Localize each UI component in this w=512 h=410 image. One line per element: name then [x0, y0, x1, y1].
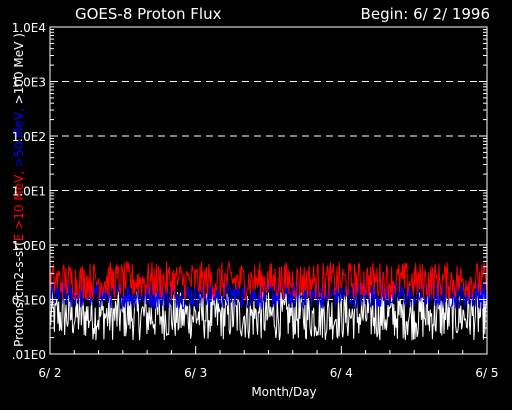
y-axis-label: Protons/cm2-s-sr(E >10 MeV, >50 MeV, >10…: [12, 33, 26, 347]
x-tick-label: 6/ 2: [38, 366, 61, 380]
series-line-0: [49, 260, 488, 301]
y-axis-label-part: Protons/cm2-s-sr(: [12, 241, 26, 347]
y-tick-label: 1.0E4: [12, 21, 46, 35]
y-axis-label-part: >50 MeV,: [12, 108, 26, 167]
y-axis-ticks: .01E0 0.1E0 1.0E0 1.0E1 1.0E2 1.0E3 1.0E4: [12, 21, 487, 362]
begin-date-label: Begin: 6/ 2/ 1996: [361, 5, 490, 23]
x-axis-ticks: 6/ 2 6/ 3 6/ 4 6/ 5: [38, 346, 499, 380]
series-line-2: [49, 290, 488, 341]
y-axis-label-group: Protons/cm2-s-sr(E >10 MeV, >50 MeV, >10…: [12, 33, 26, 347]
series-group: [49, 260, 488, 341]
y-tick-label: 1.0E3: [12, 76, 46, 90]
x-tick-label: 6/ 4: [330, 366, 353, 380]
x-tick-label: 6/ 3: [184, 366, 207, 380]
grid-lines: [50, 81, 487, 300]
y-tick-label: 1.0E2: [12, 130, 46, 144]
x-axis-label: Month/Day: [251, 385, 316, 399]
y-tick-label: 1.0E1: [12, 185, 46, 199]
chart-title: GOES-8 Proton Flux: [75, 5, 222, 23]
x-tick-label: 6/ 5: [475, 366, 498, 380]
y-axis-label-part: >100 MeV ): [12, 33, 26, 108]
y-tick-label: .01E0: [12, 348, 46, 362]
y-tick-label: 0.1E0: [12, 294, 46, 308]
y-axis-label-part: E >10 MeV,: [12, 171, 26, 241]
y-tick-label: 1.0E0: [12, 239, 46, 253]
